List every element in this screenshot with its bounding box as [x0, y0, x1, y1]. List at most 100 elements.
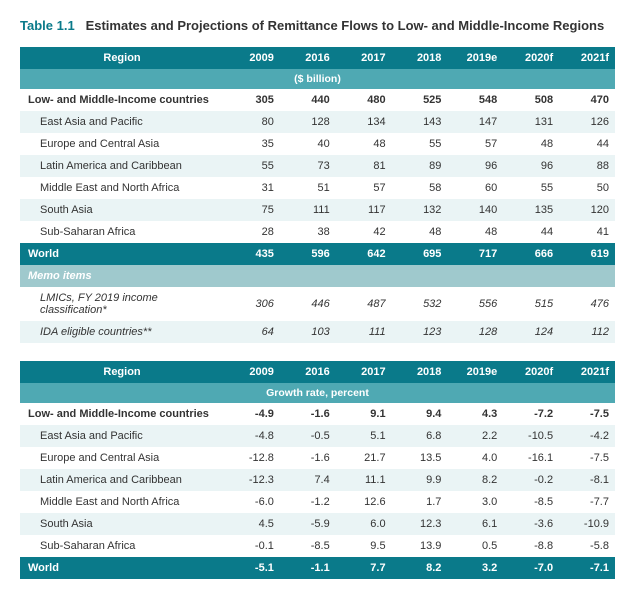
row-label: Latin America and Caribbean — [20, 469, 224, 491]
col-year: 2020f — [503, 47, 559, 69]
cell-value: -0.1 — [224, 535, 280, 557]
cell-value: 6.1 — [447, 513, 503, 535]
cell-value: -10.5 — [503, 425, 559, 447]
cell-value: 3.0 — [447, 491, 503, 513]
cell-value: -4.9 — [224, 403, 280, 425]
cell-value: -1.6 — [280, 447, 336, 469]
cell-value: 147 — [447, 111, 503, 133]
row-label: Low- and Middle-Income countries — [20, 89, 224, 111]
cell-value: 126 — [559, 111, 615, 133]
cell-value: 13.5 — [392, 447, 448, 469]
col-year: 2017 — [336, 47, 392, 69]
table-growth: Region20092016201720182019e2020f2021f Gr… — [20, 361, 615, 579]
cell-value: 44 — [559, 133, 615, 155]
table-row: Latin America and Caribbean5573818996968… — [20, 155, 615, 177]
cell-value: 111 — [336, 321, 392, 343]
cell-value: 75 — [224, 199, 280, 221]
cell-value: -6.0 — [224, 491, 280, 513]
title-text: Estimates and Projections of Remittance … — [86, 18, 605, 33]
table-row: LMICs, FY 2019 income classification*306… — [20, 287, 615, 321]
cell-value: -8.1 — [559, 469, 615, 491]
cell-value: -5.1 — [224, 557, 280, 579]
cell-value: 1.7 — [392, 491, 448, 513]
cell-value: -1.1 — [280, 557, 336, 579]
cell-value: 9.1 — [336, 403, 392, 425]
memo-label: Memo items — [20, 265, 615, 287]
cell-value: 5.1 — [336, 425, 392, 447]
table-row: IDA eligible countries**6410311112312812… — [20, 321, 615, 343]
cell-value: 305 — [224, 89, 280, 111]
cell-value: 515 — [503, 287, 559, 321]
row-label: Europe and Central Asia — [20, 447, 224, 469]
cell-value: -1.2 — [280, 491, 336, 513]
row-label: Low- and Middle-Income countries — [20, 403, 224, 425]
cell-value: 111 — [280, 199, 336, 221]
cell-value: 508 — [503, 89, 559, 111]
row-label: Sub-Saharan Africa — [20, 221, 224, 243]
cell-value: 117 — [336, 199, 392, 221]
header-row: Region20092016201720182019e2020f2021f — [20, 361, 615, 383]
memo-header: Memo items — [20, 265, 615, 287]
col-year: 2019e — [447, 47, 503, 69]
cell-value: 446 — [280, 287, 336, 321]
col-region: Region — [20, 47, 224, 69]
cell-value: 51 — [280, 177, 336, 199]
cell-value: 134 — [336, 111, 392, 133]
cell-value: -4.2 — [559, 425, 615, 447]
cell-value: 38 — [280, 221, 336, 243]
cell-value: 4.5 — [224, 513, 280, 535]
cell-value: -7.2 — [503, 403, 559, 425]
unit-row: ($ billion) — [20, 69, 615, 89]
cell-value: -10.9 — [559, 513, 615, 535]
world-label: World — [20, 243, 224, 265]
cell-value: 131 — [503, 111, 559, 133]
cell-value: 9.9 — [392, 469, 448, 491]
cell-value: -0.5 — [280, 425, 336, 447]
cell-value: 55 — [392, 133, 448, 155]
table-row: Sub-Saharan Africa-0.1-8.59.513.90.5-8.8… — [20, 535, 615, 557]
cell-value: 487 — [336, 287, 392, 321]
cell-value: 50 — [559, 177, 615, 199]
cell-value: 60 — [447, 177, 503, 199]
cell-value: 695 — [392, 243, 448, 265]
col-year: 2018 — [392, 47, 448, 69]
cell-value: 96 — [503, 155, 559, 177]
cell-value: -8.5 — [280, 535, 336, 557]
table-row: Latin America and Caribbean-12.37.411.19… — [20, 469, 615, 491]
cell-value: 9.4 — [392, 403, 448, 425]
cell-value: 124 — [503, 321, 559, 343]
cell-value: 4.3 — [447, 403, 503, 425]
table-row: Low- and Middle-Income countries30544048… — [20, 89, 615, 111]
cell-value: -1.6 — [280, 403, 336, 425]
table-row: Europe and Central Asia-12.8-1.621.713.5… — [20, 447, 615, 469]
cell-value: 666 — [503, 243, 559, 265]
cell-value: 73 — [280, 155, 336, 177]
cell-value: 6.8 — [392, 425, 448, 447]
col-year: 2021f — [559, 361, 615, 383]
col-region: Region — [20, 361, 224, 383]
cell-value: 8.2 — [447, 469, 503, 491]
col-year: 2020f — [503, 361, 559, 383]
cell-value: -7.1 — [559, 557, 615, 579]
cell-value: 64 — [224, 321, 280, 343]
cell-value: 103 — [280, 321, 336, 343]
cell-value: 112 — [559, 321, 615, 343]
col-year: 2009 — [224, 47, 280, 69]
col-year: 2017 — [336, 361, 392, 383]
cell-value: 58 — [392, 177, 448, 199]
table-title: Table 1.1 Estimates and Projections of R… — [20, 18, 615, 33]
cell-value: 12.3 — [392, 513, 448, 535]
cell-value: 88 — [559, 155, 615, 177]
cell-value: 40 — [280, 133, 336, 155]
cell-value: 556 — [447, 287, 503, 321]
cell-value: 57 — [336, 177, 392, 199]
cell-value: 306 — [224, 287, 280, 321]
world-label: World — [20, 557, 224, 579]
cell-value: 548 — [447, 89, 503, 111]
cell-value: 48 — [447, 221, 503, 243]
col-year: 2019e — [447, 361, 503, 383]
cell-value: 48 — [392, 221, 448, 243]
header-row: Region20092016201720182019e2020f2021f — [20, 47, 615, 69]
cell-value: -7.0 — [503, 557, 559, 579]
row-label: Europe and Central Asia — [20, 133, 224, 155]
